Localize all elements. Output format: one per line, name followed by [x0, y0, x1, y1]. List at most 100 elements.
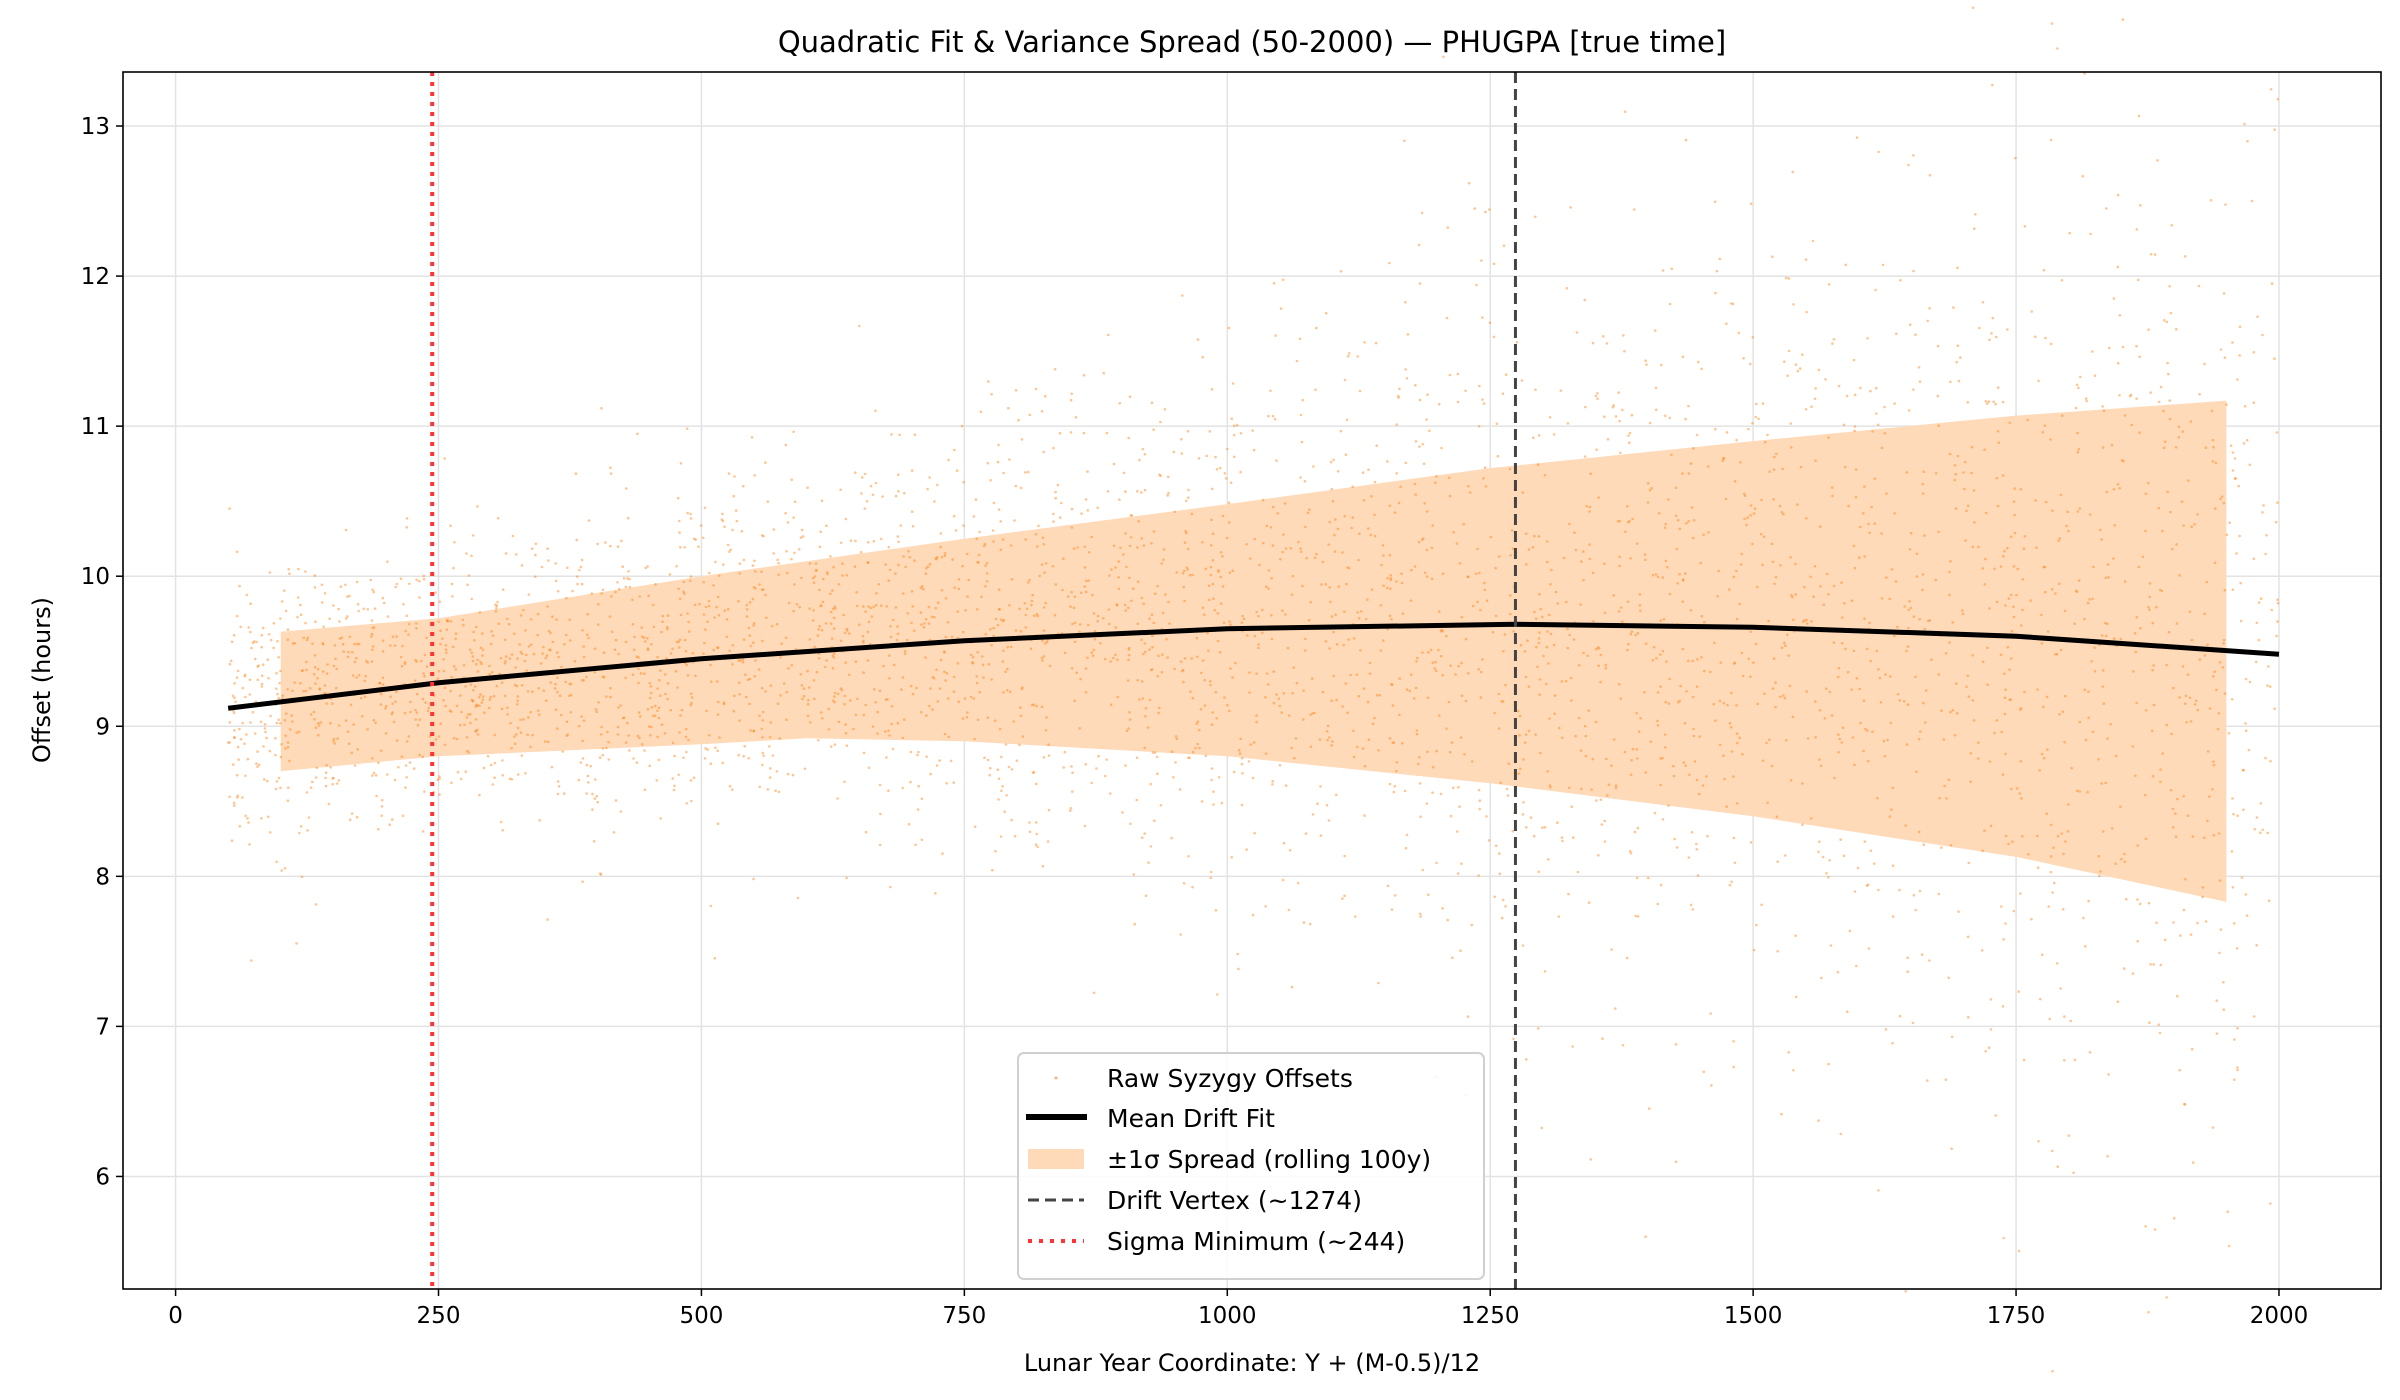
scatter-point: [1926, 1079, 1929, 1082]
scatter-point: [1179, 933, 1182, 936]
scatter-point: [647, 725, 651, 728]
scatter-point: [2273, 707, 2276, 711]
scatter-point: [1534, 733, 1537, 736]
scatter-point: [251, 641, 255, 644]
scatter-point: [536, 612, 540, 616]
scatter-point: [1084, 667, 1088, 670]
scatter-point: [1917, 737, 1921, 741]
scatter-point: [1330, 744, 1334, 747]
scatter-point: [556, 676, 559, 679]
scatter-point: [2099, 870, 2102, 873]
scatter-point: [1548, 717, 1551, 720]
scatter-point: [1594, 394, 1598, 398]
scatter-point: [1724, 497, 1728, 501]
scatter-point: [1255, 720, 1258, 724]
scatter-point: [1803, 585, 1806, 589]
scatter-point: [253, 732, 257, 735]
scatter-point: [266, 658, 270, 661]
scatter-point: [355, 676, 358, 679]
scatter-point: [286, 799, 290, 802]
scatter-point: [345, 617, 348, 620]
scatter-point: [987, 380, 990, 383]
scatter-point: [2231, 451, 2235, 454]
scatter-point: [975, 608, 979, 611]
scatter-point: [936, 483, 939, 487]
scatter-point: [1409, 673, 1413, 676]
scatter-point: [1189, 690, 1192, 693]
scatter-point: [372, 718, 376, 722]
scatter-point: [1626, 648, 1629, 652]
scatter-point: [2139, 627, 2142, 630]
scatter-point: [986, 716, 990, 719]
scatter-point: [644, 566, 647, 570]
scatter-point: [1899, 279, 1902, 282]
scatter-point: [568, 639, 572, 642]
scatter-point: [733, 694, 736, 698]
scatter-point: [2081, 174, 2084, 178]
scatter-point: [920, 710, 923, 714]
scatter-point: [831, 589, 834, 592]
scatter-point: [380, 814, 383, 817]
scatter-point: [1716, 595, 1719, 598]
scatter-point: [1791, 170, 1795, 174]
scatter-point: [525, 669, 529, 672]
scatter-point: [235, 550, 239, 554]
scatter-point: [1784, 738, 1788, 742]
scatter-point: [1884, 673, 1887, 676]
scatter-point: [1209, 683, 1212, 687]
scatter-point: [772, 528, 776, 531]
scatter-point: [690, 701, 693, 705]
scatter-point: [1501, 700, 1505, 703]
scatter-point: [1659, 883, 1663, 887]
scatter-point: [1345, 418, 1349, 422]
scatter-point: [2198, 658, 2202, 661]
scatter-point: [1147, 861, 1150, 864]
scatter-point: [1096, 614, 1100, 618]
scatter-point: [2149, 391, 2152, 394]
scatter-point: [2226, 1210, 2230, 1214]
scatter-point: [2045, 812, 2048, 815]
scatter-point: [895, 638, 899, 642]
scatter-point: [1751, 421, 1754, 425]
scatter-point: [2205, 580, 2209, 584]
scatter-point: [1296, 881, 1300, 885]
scatter-point: [542, 689, 546, 693]
scatter-point: [1269, 526, 1273, 529]
scatter-point: [347, 742, 351, 745]
scatter-point: [1983, 583, 1986, 586]
scatter-point: [366, 608, 370, 611]
scatter-point: [680, 708, 684, 712]
scatter-point: [1246, 634, 1249, 637]
scatter-point: [1928, 307, 1931, 310]
scatter-point: [1181, 669, 1184, 673]
scatter-point: [716, 822, 720, 825]
scatter-point: [2104, 621, 2107, 625]
scatter-point: [1329, 600, 1332, 604]
scatter-point: [991, 529, 995, 532]
scatter-point: [1103, 774, 1107, 778]
scatter-point: [243, 673, 247, 677]
scatter-point: [2003, 712, 2007, 716]
scatter-point: [1217, 776, 1221, 779]
scatter-point: [2075, 789, 2079, 793]
scatter-point: [1368, 672, 1372, 675]
scatter-point: [745, 608, 749, 611]
scatter-point: [1953, 733, 1957, 737]
scatter-point: [2270, 282, 2274, 285]
scatter-point: [1943, 784, 1946, 788]
scatter-point: [1240, 762, 1244, 766]
scatter-point: [1414, 493, 1418, 496]
scatter-point: [479, 693, 482, 696]
scatter-point: [1070, 526, 1074, 529]
scatter-point: [1392, 790, 1396, 794]
scatter-point: [1460, 694, 1464, 697]
scatter-point: [489, 695, 493, 699]
scatter-point: [1161, 611, 1165, 615]
scatter-point: [1961, 612, 1965, 616]
scatter-point: [1863, 555, 1866, 558]
scatter-point: [620, 539, 623, 543]
scatter-point: [1646, 876, 1650, 880]
scatter-point: [1994, 1114, 1997, 1117]
scatter-point: [718, 574, 721, 577]
